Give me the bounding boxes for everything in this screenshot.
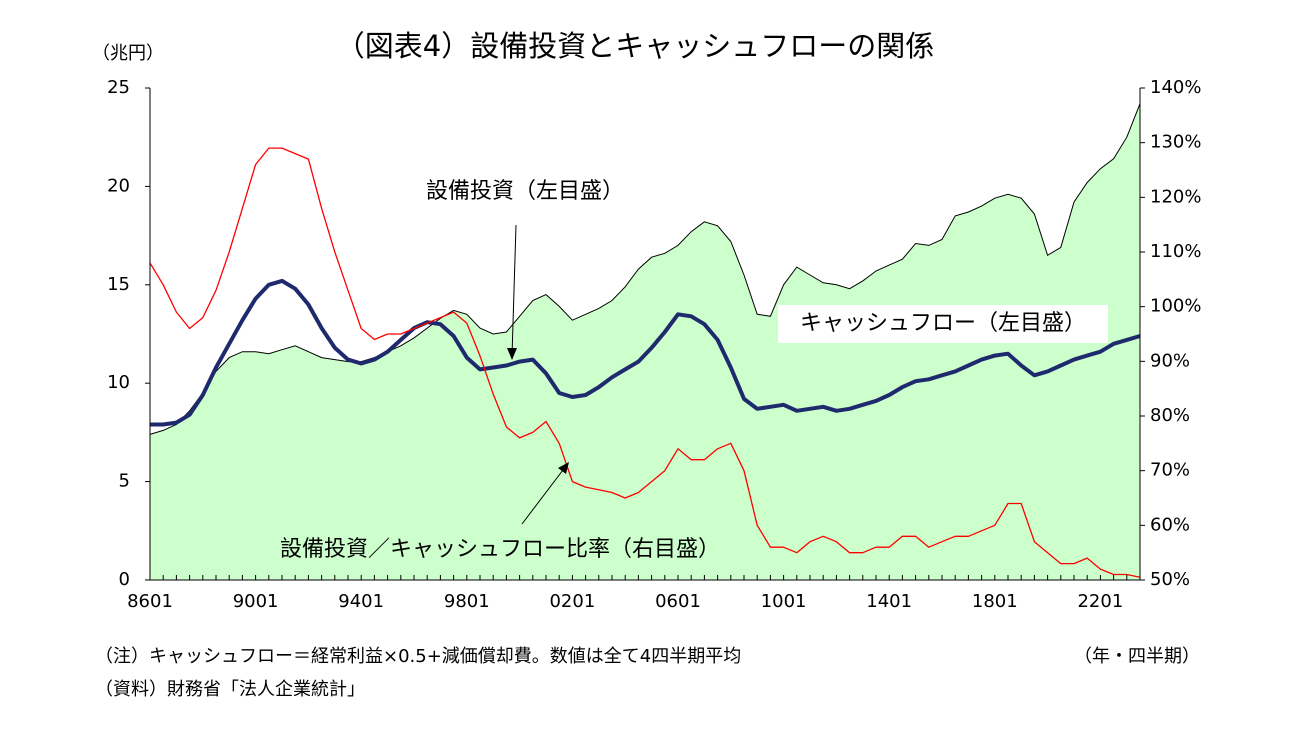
x-tick-label: 0201	[549, 591, 595, 612]
y-tick-label: 0	[119, 569, 130, 590]
series-label: 設備投資（左目盛）	[426, 179, 624, 204]
line	[150, 278, 1141, 427]
y2-tick-label: 80%	[1150, 405, 1190, 426]
label-box	[778, 305, 1108, 343]
x-axis-unit: （年・四半期）	[1074, 646, 1200, 667]
y2-tick-label: 90%	[1150, 350, 1190, 371]
x-tick-label: 1401	[866, 591, 912, 612]
series-label: 設備投資／キャッシュフロー比率（右目盛）	[280, 537, 720, 562]
annotation-arrow	[511, 224, 517, 357]
y-tick-label: 15	[107, 274, 130, 295]
y2-tick-label: 110%	[1150, 241, 1201, 262]
y2-tick-label: 70%	[1150, 460, 1190, 481]
x-tick-label: 0601	[655, 591, 701, 612]
x-tick-label: 9001	[233, 591, 279, 612]
y-tick-label: 20	[107, 175, 130, 196]
y-tick-label: 5	[119, 471, 130, 492]
y2-tick-label: 100%	[1150, 296, 1201, 317]
y2-tick-label: 130%	[1150, 132, 1201, 153]
series-label: キャッシュフロー（左目盛）	[800, 311, 1086, 336]
x-tick-label: 9401	[338, 591, 384, 612]
annotation-arrow	[521, 465, 567, 525]
x-tick-label: 1001	[761, 591, 807, 612]
x-tick-label: 8601	[127, 591, 173, 612]
y-tick-label: 25	[107, 77, 130, 98]
y2-tick-label: 120%	[1150, 186, 1201, 207]
y2-tick-label: 140%	[1150, 77, 1201, 98]
arrow-head	[507, 348, 517, 360]
y-axis-unit: （兆円）	[92, 43, 164, 64]
area-outline	[149, 103, 1141, 435]
line	[149, 147, 1141, 578]
source: （資料）財務省「法人企業統計」	[95, 679, 365, 700]
note: （注）キャッシュフロー＝経常利益×0.5+減価償却費。数値は全て4四半期平均	[95, 646, 741, 667]
area	[150, 103, 1140, 580]
chart-title: （図表4）設備投資とキャッシュフローの関係	[336, 29, 934, 63]
y2-tick-label: 50%	[1150, 569, 1190, 590]
x-tick-label: 1801	[972, 591, 1018, 612]
y-tick-label: 10	[107, 372, 130, 393]
x-tick-label: 9801	[444, 591, 490, 612]
x-tick-label: 2201	[1077, 591, 1123, 612]
y2-tick-label: 60%	[1150, 514, 1190, 535]
arrow-head	[558, 462, 569, 474]
